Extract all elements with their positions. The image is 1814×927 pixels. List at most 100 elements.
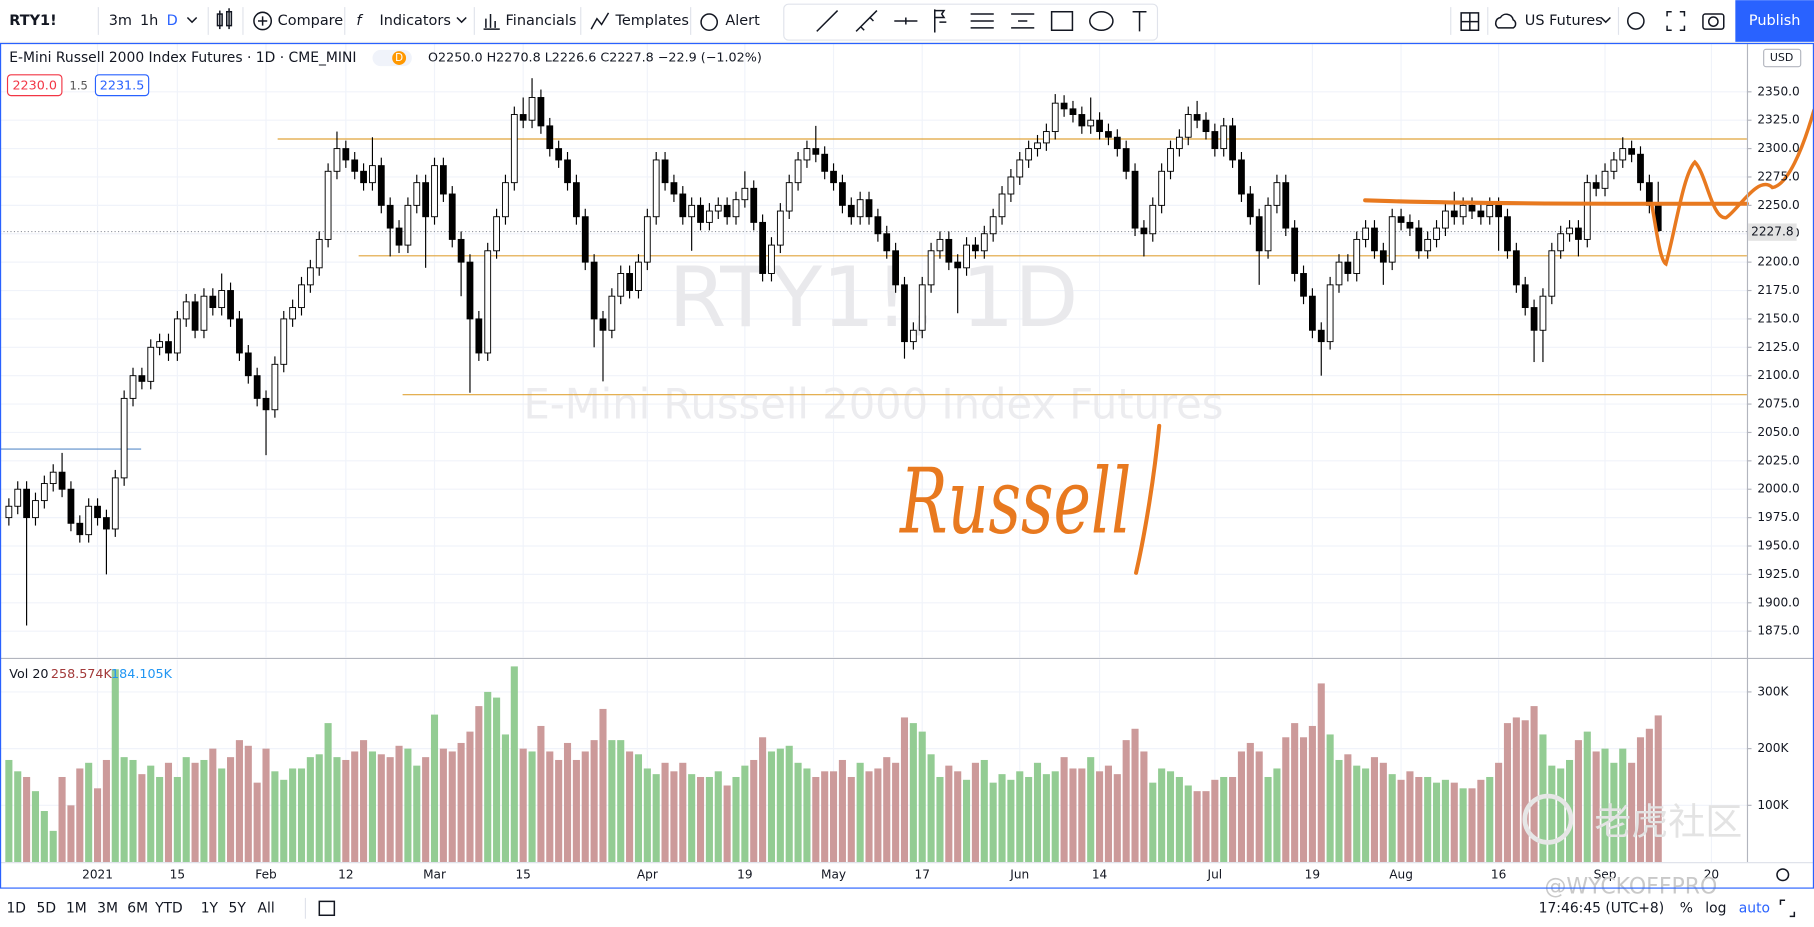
range-button[interactable]: 5Y (229, 900, 247, 916)
interval[interactable]: 3m (109, 13, 132, 29)
volume-bar (173, 776, 181, 863)
bid-box[interactable] (6, 74, 63, 97)
candle-body (812, 148, 820, 155)
snapshot-icon[interactable] (1702, 13, 1725, 30)
volume-bar (138, 774, 146, 863)
percent-toggle[interactable]: % (1680, 900, 1693, 916)
range-button[interactable]: 1Y (201, 900, 219, 916)
alert-icon[interactable] (700, 13, 719, 31)
candle-body (599, 318, 607, 331)
range-button[interactable]: 6M (127, 900, 148, 916)
range-button[interactable]: 1M (66, 900, 87, 916)
candle-body (564, 159, 571, 184)
y-tick-label: 2350.0 (1757, 84, 1799, 98)
axis-settings[interactable] (1776, 868, 1790, 882)
indicators-button[interactable]: Indicators (379, 13, 450, 29)
candle-body (688, 204, 696, 218)
financials-button[interactable]: Financials (506, 13, 577, 29)
range-button[interactable]: All (257, 900, 274, 916)
chart-type-icon[interactable] (216, 8, 233, 30)
candle-body (209, 295, 217, 309)
volume-bar (546, 751, 554, 863)
volume-bar (883, 757, 891, 863)
market-icon[interactable] (1494, 13, 1517, 29)
handle-watermark: @WYCKOFFPRO (1544, 874, 1717, 899)
ask-box[interactable] (94, 74, 150, 97)
candle-body (945, 238, 953, 263)
templates-button[interactable]: Templates (614, 13, 688, 29)
publish-label[interactable]: Publish (1749, 13, 1801, 29)
y-tick-label: 1950.0 (1757, 539, 1799, 553)
range-button[interactable]: 1D (6, 900, 26, 916)
candle-body (1530, 307, 1538, 331)
volume-bar (829, 771, 838, 863)
auto-toggle[interactable]: auto (1739, 900, 1770, 916)
publish-button[interactable] (1735, 0, 1814, 42)
candle-body (1566, 227, 1573, 235)
market-status[interactable]: US Futures (1525, 13, 1603, 29)
volume-bar (466, 731, 474, 863)
volume-bar (510, 666, 518, 863)
volume-bar (1335, 759, 1343, 863)
interval[interactable]: D (167, 13, 178, 29)
volume-bar (67, 805, 75, 863)
y-tick-label: 1900.0 (1757, 595, 1799, 609)
ask[interactable]: 2231.5 (100, 77, 145, 92)
candle-body (874, 216, 882, 235)
chevron[interactable] (456, 16, 467, 24)
currency[interactable]: USD (1770, 51, 1793, 64)
chevron[interactable] (186, 16, 198, 24)
volume-bar (1495, 762, 1503, 863)
time-axis: 2021 15 Feb 12 Mar 15 Apr 19 May 17 Jun 14 Jul 19 Aug 1… (82, 867, 1719, 881)
candle-body (581, 216, 589, 263)
range-button[interactable]: 3M (97, 900, 118, 916)
candle-body (1246, 193, 1254, 218)
volume-bar (1033, 762, 1042, 863)
fx-icon[interactable]: f (356, 13, 363, 29)
y-tick-label: 2175.0 (1757, 283, 1799, 297)
candle-body (537, 97, 545, 127)
clock: 17:46:45 (UTC+8) (1539, 900, 1665, 916)
fullscreen-icon[interactable] (1666, 10, 1686, 31)
volume-bar (696, 776, 705, 863)
range-bar: 1D 5D 1M 3M 6M YTD 1Y 5Y All (6, 900, 274, 916)
candle-body (342, 148, 350, 161)
candle-body (1007, 176, 1015, 195)
alert-button[interactable]: Alert (725, 13, 760, 29)
bid[interactable]: 2230.0 (12, 77, 57, 92)
templates-icon[interactable] (590, 12, 610, 30)
symbol[interactable]: RTY1! (9, 13, 56, 29)
volume-bar (218, 768, 226, 863)
chevron[interactable] (1600, 16, 1611, 24)
volume-bar (723, 785, 731, 863)
layout-icon[interactable] (1460, 12, 1480, 31)
currency-box[interactable] (1763, 48, 1802, 68)
range-button[interactable]: 5D (37, 900, 57, 916)
interval[interactable]: 1h (140, 13, 158, 29)
expand-icon[interactable] (1779, 899, 1796, 918)
x-tick-label: Sep (1594, 867, 1617, 881)
candle-body (67, 488, 75, 524)
compare-button[interactable]: Compare (278, 13, 344, 29)
drawing-tools[interactable] (816, 9, 1147, 33)
candle-body (1362, 227, 1369, 240)
candle-body (608, 295, 616, 331)
candle-body (111, 477, 119, 530)
log-toggle[interactable]: log (1705, 900, 1726, 916)
range-button[interactable]: YTD (154, 900, 183, 916)
volume-bar (1397, 779, 1405, 863)
candle-body (103, 517, 110, 530)
settings-icon[interactable] (1626, 12, 1645, 30)
volume-bar (741, 765, 749, 863)
candle-body (785, 182, 793, 212)
volume-bar (5, 759, 13, 863)
badge-dot (392, 51, 407, 65)
compare-icon[interactable] (253, 11, 273, 31)
financials-icon[interactable] (483, 14, 500, 30)
last-price-tag (1748, 223, 1797, 241)
volume-bar (439, 748, 447, 863)
y-tick-label: 1925.0 (1757, 567, 1799, 581)
date-range-icon[interactable] (318, 900, 336, 917)
volume-bar (563, 742, 572, 863)
volume-bar (519, 748, 527, 863)
